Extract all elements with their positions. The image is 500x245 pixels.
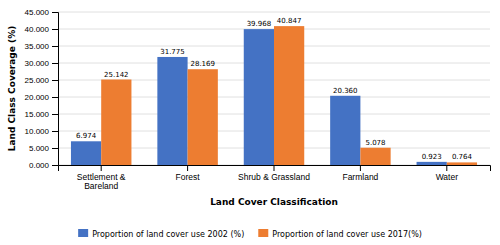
- chart: 6.974 31.775 39.968 20.360 0.923 25.142 28.169…: [0, 0, 500, 245]
- y-tick: 0.000: [29, 161, 58, 170]
- y-tick-label: 45.000: [25, 8, 50, 17]
- y-tick-label: 30.000: [25, 59, 50, 68]
- data-label: 20.360: [333, 87, 358, 95]
- data-label: 5.078: [365, 139, 385, 147]
- bar: [417, 162, 447, 165]
- bar: [101, 80, 131, 165]
- grid: [58, 12, 490, 165]
- data-labels: 6.974 31.775 39.968 20.360 0.923 25.142 28.169…: [76, 17, 472, 161]
- y-tick-mark: [52, 131, 58, 132]
- y-tick-label: 20.000: [25, 93, 50, 102]
- y-tick: 5.000: [29, 144, 58, 153]
- data-label: 6.974: [76, 132, 97, 140]
- x-tick-label: Forest: [176, 172, 201, 182]
- x-tick: Settlement &Bareland: [77, 165, 126, 191]
- x-tick-mark: [187, 165, 188, 171]
- x-axis-title: Land Cover Classification: [210, 197, 338, 207]
- x-tick-label-line: Water: [436, 172, 459, 182]
- y-tick: 15.000: [25, 110, 58, 119]
- bar: [274, 26, 304, 165]
- bar-series: [101, 26, 477, 165]
- x-tick-mark: [101, 165, 102, 171]
- y-tick: 45.000: [25, 8, 58, 17]
- y-tick-mark: [52, 63, 58, 64]
- y-tick-label: 25.000: [25, 76, 50, 85]
- legend-swatch: [258, 229, 268, 237]
- bar: [188, 69, 218, 165]
- x-tick-label-line: Bareland: [84, 181, 118, 191]
- data-label: 28.169: [190, 60, 215, 68]
- y-tick-mark: [52, 114, 58, 115]
- y-tick-mark: [52, 97, 58, 98]
- y-tick: 10.000: [25, 127, 58, 136]
- y-tick: 25.000: [25, 76, 58, 85]
- legend-label: Proportion of land cover use 2002 (%): [92, 230, 244, 239]
- x-axis: Settlement &Bareland Forest Shrub & Grassl…: [59, 165, 491, 191]
- legend-swatch: [78, 229, 88, 237]
- y-tick: 30.000: [25, 59, 58, 68]
- bar: [157, 57, 187, 165]
- x-tick-mark: [360, 165, 361, 171]
- x-tick-label: Farmland: [342, 172, 378, 182]
- x-tick-label-line: Farmland: [342, 172, 378, 182]
- x-tick-label-line: Shrub & Grassland: [238, 172, 310, 182]
- y-tick: 35.000: [25, 42, 58, 51]
- x-tick: Shrub & Grassland: [238, 165, 310, 182]
- y-tick-mark: [52, 29, 58, 30]
- y-tick-label: 10.000: [25, 127, 50, 136]
- x-tick-label: Water: [436, 172, 459, 182]
- bar: [330, 96, 360, 165]
- y-tick: 20.000: [25, 93, 58, 102]
- x-tick: Forest: [176, 165, 201, 182]
- x-tick-label-line: Forest: [176, 172, 201, 182]
- legend-label: Proportion of land cover use 2017(%): [272, 230, 422, 239]
- y-tick-mark: [52, 12, 58, 13]
- data-label: 39.968: [247, 20, 272, 28]
- y-tick-label: 15.000: [25, 110, 50, 119]
- x-axis-line: [59, 166, 491, 172]
- bars: [71, 26, 477, 165]
- legend: Proportion of land cover use 2002 (%) Pro…: [78, 229, 422, 239]
- y-tick-label: 0.000: [29, 161, 50, 170]
- x-tick-mark: [274, 165, 275, 171]
- y-tick-mark: [52, 80, 58, 81]
- x-tick-label: Settlement &Bareland: [77, 172, 126, 191]
- data-label: 31.775: [160, 48, 185, 56]
- bar: [447, 162, 477, 165]
- x-tick: Farmland: [342, 165, 378, 182]
- bar: [244, 29, 274, 165]
- y-tick: 40.000: [25, 25, 58, 34]
- data-label: 0.764: [452, 153, 473, 161]
- y-tick-mark: [52, 148, 58, 149]
- data-label: 25.142: [104, 71, 129, 79]
- x-tick: Water: [436, 165, 459, 182]
- y-tick-mark: [52, 46, 58, 47]
- data-label: 0.923: [422, 153, 442, 161]
- y-axis-title: Land Class Coverage (%): [7, 26, 17, 152]
- y-axis-line: [52, 13, 59, 166]
- y-tick-label: 35.000: [25, 42, 50, 51]
- bar: [71, 141, 101, 165]
- y-tick-label: 40.000: [25, 25, 50, 34]
- bar-series: [71, 29, 447, 165]
- legend-item: Proportion of land cover use 2017(%): [258, 229, 422, 239]
- x-tick-mark: [446, 165, 447, 171]
- y-tick-label: 5.000: [29, 144, 50, 153]
- data-label: 40.847: [277, 17, 302, 25]
- bar: [360, 148, 390, 165]
- x-tick-label: Shrub & Grassland: [238, 172, 310, 182]
- legend-item: Proportion of land cover use 2002 (%): [78, 229, 244, 239]
- grid-line: [58, 12, 490, 13]
- y-axis: 0.000 5.000 10.000 15.000 20.000 25.000 30.000…: [25, 8, 59, 170]
- y-tick-mark: [52, 165, 58, 166]
